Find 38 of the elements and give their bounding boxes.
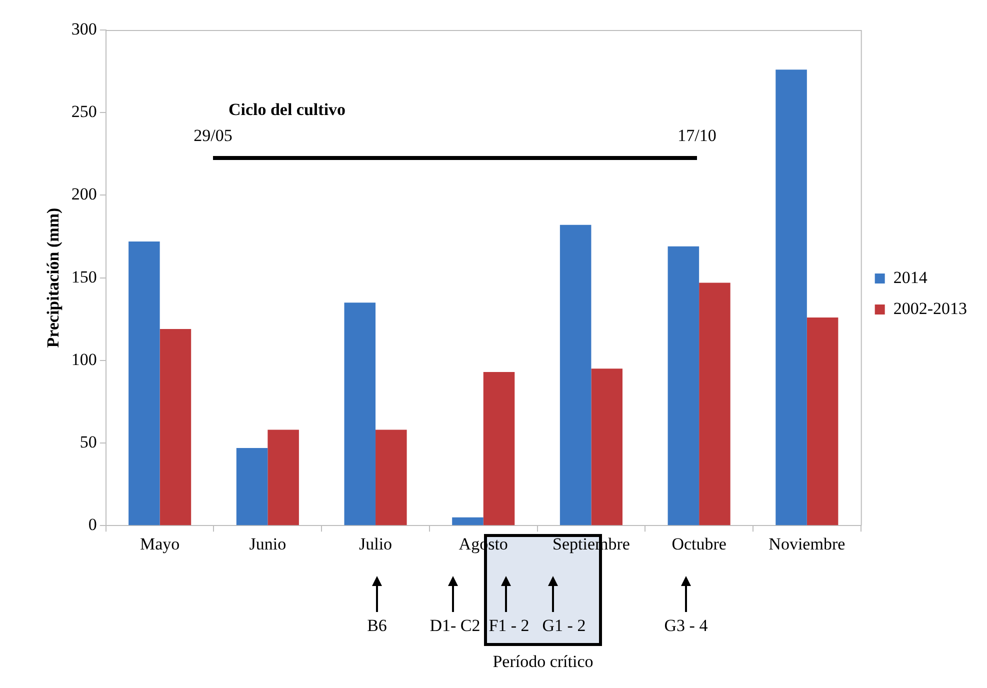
bar <box>699 282 730 526</box>
bar <box>344 302 376 526</box>
bar <box>806 317 838 526</box>
bar <box>376 430 407 526</box>
legend-label: 2002-2013 <box>893 298 968 318</box>
legend-label: 2014 <box>893 268 928 287</box>
bar <box>776 70 807 526</box>
x-tick-label: Julio <box>358 534 392 554</box>
y-tick-label: 50 <box>80 432 97 452</box>
text: B6 <box>367 616 387 636</box>
bar <box>236 448 268 526</box>
bar <box>268 430 299 526</box>
y-tick-label: 300 <box>71 19 97 38</box>
bar <box>452 517 484 526</box>
bar <box>483 372 515 526</box>
x-tick-label: Mayo <box>140 534 180 554</box>
text: Período crítico <box>492 652 594 672</box>
y-tick-label: 0 <box>88 515 97 534</box>
annotation: 17/10 <box>678 126 716 146</box>
x-tick-label: Noviembre <box>768 534 846 554</box>
x-tick-label: Octubre <box>672 534 726 554</box>
text: G3 - 4 <box>664 616 708 636</box>
y-tick-label: 200 <box>71 184 97 204</box>
annotation: 29/05 <box>194 126 232 146</box>
bar <box>668 246 700 526</box>
y-tick-label: 100 <box>71 350 97 369</box>
bar <box>591 368 622 526</box>
bar <box>560 224 592 526</box>
annotation: Ciclo del cultivo <box>228 100 346 120</box>
x-tick-label: Junio <box>249 534 286 554</box>
y-tick-label: 150 <box>71 267 97 286</box>
text: F1 - 2 <box>488 616 530 636</box>
y-tick-label: 250 <box>71 102 97 122</box>
bar <box>128 241 160 526</box>
bar <box>160 329 192 526</box>
text: G1 - 2 <box>542 616 586 636</box>
text: D1- C2 <box>430 616 480 636</box>
y-axis-title: Precipitación (mm) <box>44 208 63 348</box>
